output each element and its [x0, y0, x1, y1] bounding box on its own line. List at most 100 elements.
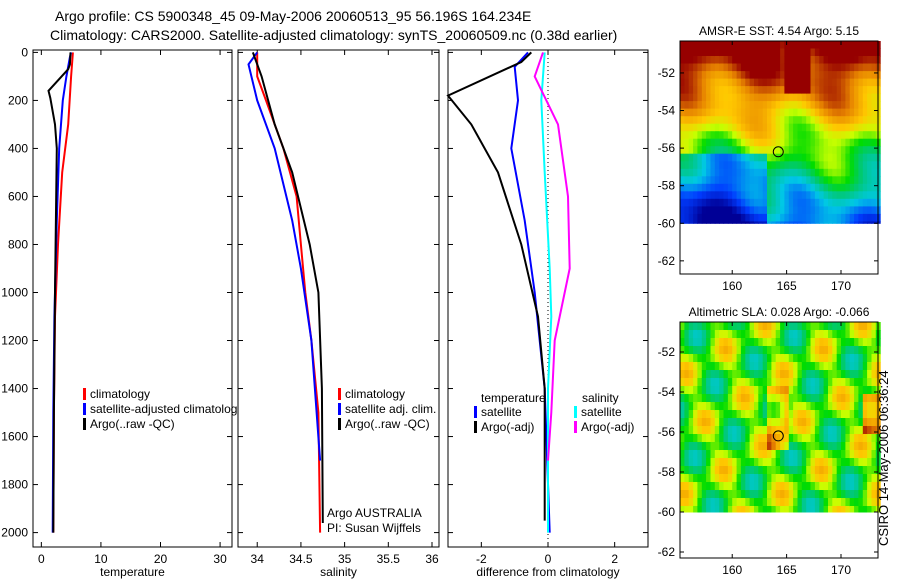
- heatmap-cell: [740, 41, 746, 49]
- heatmap-cell: [710, 426, 716, 435]
- heatmap-cell: [714, 338, 720, 347]
- heatmap-cell: [710, 338, 716, 347]
- heatmap-cell: [749, 394, 755, 403]
- heatmap-cell: [697, 161, 703, 170]
- heatmap-cell: [706, 322, 711, 331]
- heatmap-cell: [793, 482, 798, 491]
- heatmap-cell: [710, 56, 716, 64]
- heatmap-cell: [727, 138, 733, 147]
- heatmap-cell: [801, 330, 807, 339]
- heatmap-cell: [814, 370, 820, 379]
- heatmap-cell: [767, 458, 772, 467]
- heatmap-cell: [714, 490, 720, 499]
- heatmap-cell: [706, 370, 711, 379]
- heatmap-cell: [858, 161, 864, 170]
- heatmap-cell: [797, 506, 803, 513]
- heatmap-cell: [775, 131, 781, 140]
- heatmap-cell: [806, 410, 812, 419]
- heatmap-cell: [836, 386, 842, 395]
- heatmap-cell: [767, 206, 772, 215]
- heatmap-cell: [867, 370, 872, 379]
- heatmap-cell: [854, 458, 859, 467]
- heatmap-cell: [836, 146, 842, 155]
- heatmap-cell: [762, 458, 768, 467]
- heatmap-cell: [793, 116, 798, 125]
- heatmap-cell: [740, 370, 746, 379]
- heatmap-cell: [749, 482, 755, 491]
- heatmap-cell: [867, 506, 872, 513]
- heatmap-cell: [775, 86, 781, 95]
- heatmap-cell: [797, 116, 803, 125]
- heatmap-cell: [701, 71, 707, 80]
- heatmap-cell: [806, 498, 812, 507]
- heatmap-cell: [797, 426, 803, 435]
- heatmap-cell: [836, 123, 842, 132]
- heatmap-cell: [706, 498, 711, 507]
- heatmap-cell: [832, 458, 838, 467]
- heatmap-cell: [697, 330, 703, 339]
- heatmap-cell: [797, 410, 803, 419]
- heatmap-cell: [823, 322, 829, 331]
- heatmap-cell: [845, 41, 851, 49]
- heatmap-cell: [784, 378, 790, 387]
- heatmap-cell: [858, 402, 864, 411]
- heatmap-cell: [780, 206, 785, 215]
- heatmap-cell: [814, 176, 820, 185]
- heatmap-cell: [788, 378, 794, 387]
- heatmap-cell: [788, 434, 794, 443]
- heatmap-cell: [762, 206, 768, 215]
- heatmap-cell: [819, 191, 825, 200]
- heatmap-cell: [832, 138, 838, 147]
- heatmap-cell: [758, 370, 764, 379]
- heatmap-cell: [810, 418, 816, 427]
- heatmap-cell: [780, 330, 785, 339]
- heatmap-cell: [845, 191, 851, 200]
- heatmap-cell: [780, 123, 785, 132]
- heatmap-cell: [697, 370, 703, 379]
- heatmap-cell: [701, 153, 707, 162]
- heatmap-cell: [858, 183, 864, 192]
- heatmap-cell: [814, 71, 820, 80]
- heatmap-cell: [688, 354, 694, 363]
- heatmap-cell: [814, 78, 820, 87]
- heatmap-cell: [701, 213, 707, 222]
- heatmap-cell: [823, 86, 829, 95]
- heatmap-cell: [845, 56, 851, 64]
- heatmap-cell: [775, 191, 781, 200]
- heatmap-cell: [801, 183, 807, 192]
- heatmap-cell: [828, 48, 833, 57]
- heatmap-cell: [749, 206, 755, 215]
- heatmap-cell: [732, 466, 738, 475]
- profile-panel-2: 34 34.5 35 35.5 36salinityclimatologysatelli…: [237, 49, 440, 579]
- heatmap-cell: [701, 442, 707, 451]
- heatmap-cell: [823, 131, 829, 140]
- heatmap-cell: [754, 458, 759, 467]
- heatmap-cell: [871, 466, 877, 475]
- heatmap-cell: [780, 168, 785, 177]
- heatmap-cell: [819, 498, 825, 507]
- legend-swatch: [474, 421, 477, 433]
- heatmap-cell: [749, 48, 755, 57]
- heatmap-cell: [740, 498, 746, 507]
- heatmap-cell: [858, 146, 864, 155]
- heatmap-cell: [758, 161, 764, 170]
- heatmap-cell: [754, 116, 759, 125]
- heatmap-cell: [797, 418, 803, 427]
- heatmap-cell: [701, 506, 707, 513]
- heatmap-cell: [845, 71, 851, 80]
- heatmap-cell: [828, 206, 833, 215]
- heatmap-cell: [697, 183, 703, 192]
- heatmap-cell: [745, 48, 751, 57]
- heatmap-cell: [754, 63, 759, 72]
- heatmap-cell: [758, 71, 764, 80]
- heatmap-cell: [749, 474, 755, 483]
- heatmap-cell: [801, 490, 807, 499]
- heatmap-cell: [771, 206, 777, 215]
- heatmap-cell: [849, 86, 855, 95]
- heatmap-cell: [762, 498, 768, 507]
- heatmap-cell: [819, 338, 825, 347]
- heatmap-cell: [710, 490, 716, 499]
- heatmap-cell: [719, 474, 725, 483]
- heatmap-cell: [727, 370, 733, 379]
- heatmap-cell: [762, 466, 768, 475]
